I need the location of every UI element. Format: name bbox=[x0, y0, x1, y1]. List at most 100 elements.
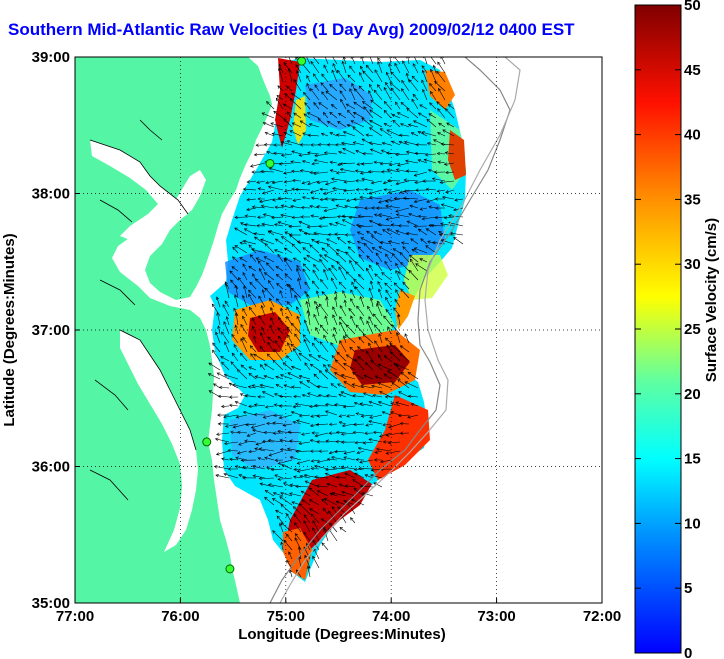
velocity-arrow bbox=[369, 142, 383, 146]
velocity-arrow-head bbox=[249, 345, 254, 349]
velocity-arrow-head bbox=[372, 430, 377, 435]
velocity-arrow-head bbox=[338, 150, 342, 155]
velocity-arrow bbox=[266, 262, 275, 272]
velocity-arrow bbox=[345, 324, 356, 335]
velocity-arrow bbox=[388, 441, 401, 444]
velocity-arrow-head bbox=[273, 151, 277, 156]
velocity-arrow-head bbox=[395, 332, 400, 336]
velocity-arrow-head bbox=[286, 283, 290, 287]
velocity-arrow-head bbox=[401, 79, 405, 84]
velocity-arrow bbox=[426, 228, 437, 236]
velocity-arrow-head bbox=[286, 306, 290, 310]
velocity-arrow bbox=[339, 83, 347, 92]
velocity-arrow bbox=[279, 439, 293, 443]
velocity-arrow bbox=[303, 520, 311, 533]
velocity-arrow-head bbox=[350, 120, 355, 124]
velocity-arrow bbox=[422, 216, 437, 220]
velocity-arrow bbox=[389, 343, 401, 353]
velocity-arrow-head bbox=[339, 168, 344, 172]
velocity-arrow-head bbox=[429, 68, 434, 73]
colorbar-tick-label: 45 bbox=[684, 62, 701, 79]
velocity-arrow-head bbox=[375, 252, 379, 257]
velocity-arrow-head bbox=[340, 98, 344, 103]
velocity-arrow-head bbox=[356, 162, 360, 166]
velocity-arrow-head bbox=[232, 256, 236, 260]
velocity-arrow bbox=[397, 162, 410, 166]
velocity-arrow-head bbox=[320, 278, 324, 283]
velocity-arrow bbox=[291, 288, 302, 299]
velocity-arrow bbox=[421, 131, 437, 137]
velocity-arrow bbox=[339, 483, 347, 488]
velocity-arrow-head bbox=[234, 324, 238, 329]
velocity-arrow bbox=[318, 303, 329, 317]
velocity-arrow-head bbox=[312, 527, 316, 531]
velocity-arrow-head bbox=[399, 353, 403, 357]
velocity-arrow bbox=[359, 316, 365, 326]
velocity-arrow-head bbox=[330, 277, 334, 282]
velocity-arrow-head bbox=[283, 482, 287, 486]
velocity-arrow-head bbox=[283, 180, 288, 184]
velocity-arrow-head bbox=[413, 224, 417, 229]
velocity-arrow-head bbox=[240, 324, 244, 328]
velocity-arrow-head bbox=[280, 204, 285, 208]
velocity-arrow bbox=[262, 289, 266, 299]
velocity-arrow bbox=[389, 63, 392, 74]
velocity-arrow-head bbox=[249, 164, 254, 168]
velocity-arrow bbox=[365, 65, 374, 74]
velocity-arrow-head bbox=[270, 307, 274, 311]
velocity-arrow-head bbox=[433, 170, 438, 174]
velocity-arrow-head bbox=[267, 341, 271, 346]
velocity-arrow bbox=[279, 496, 293, 506]
x-tick-label: 72:00 bbox=[583, 608, 621, 625]
velocity-arrow bbox=[332, 314, 338, 326]
velocity-arrow-head bbox=[376, 84, 381, 88]
velocity-arrow bbox=[424, 57, 428, 65]
velocity-arrow bbox=[304, 281, 311, 290]
velocity-arrow bbox=[242, 272, 248, 281]
velocity-arrow-head bbox=[398, 140, 403, 145]
velocity-arrow bbox=[348, 308, 356, 317]
velocity-arrow-head bbox=[342, 131, 347, 135]
velocity-arrow-head bbox=[390, 411, 394, 415]
velocity-arrow-head bbox=[326, 394, 330, 398]
velocity-arrow bbox=[378, 288, 383, 299]
velocity-arrow-head bbox=[378, 333, 382, 337]
velocity-arrow-head bbox=[241, 294, 246, 299]
velocity-arrow bbox=[323, 269, 329, 281]
velocity-arrow-head bbox=[412, 63, 416, 67]
velocity-arrow-head bbox=[395, 262, 399, 267]
velocity-arrow bbox=[293, 506, 302, 515]
velocity-arrow bbox=[319, 259, 329, 272]
velocity-arrow-head bbox=[290, 410, 295, 415]
colorbar-tick-label: 0 bbox=[684, 645, 692, 659]
velocity-arrow-head bbox=[348, 215, 352, 220]
velocity-arrow bbox=[238, 474, 248, 479]
velocity-arrow-head bbox=[304, 362, 308, 366]
velocity-arrow bbox=[390, 71, 401, 83]
velocity-arrow-head bbox=[358, 224, 362, 229]
velocity-arrow-head bbox=[362, 70, 366, 74]
velocity-arrow-head bbox=[318, 370, 323, 374]
velocity-arrow bbox=[345, 334, 356, 344]
velocity-arrow bbox=[297, 241, 311, 245]
velocity-arrow bbox=[215, 331, 221, 344]
velocity-arrow bbox=[208, 373, 221, 380]
velocity-arrow bbox=[355, 261, 365, 272]
velocity-arrow bbox=[360, 385, 374, 389]
velocity-arrow bbox=[252, 475, 266, 479]
velocity-arrow bbox=[435, 216, 446, 219]
velocity-arrow-head bbox=[380, 459, 384, 464]
velocity-arrow-head bbox=[373, 89, 378, 94]
velocity-arrow-head bbox=[306, 82, 310, 87]
velocity-arrow bbox=[259, 346, 266, 353]
velocity-arrow-head bbox=[331, 198, 335, 202]
velocity-arrow-head bbox=[244, 223, 248, 227]
velocity-arrow bbox=[272, 359, 284, 371]
velocity-arrow-head bbox=[425, 187, 430, 191]
land-mass bbox=[75, 57, 272, 603]
velocity-arrow bbox=[370, 297, 374, 308]
velocity-arrow-head bbox=[321, 247, 326, 251]
velocity-arrow bbox=[275, 97, 284, 110]
velocity-arrow-head bbox=[230, 430, 234, 434]
